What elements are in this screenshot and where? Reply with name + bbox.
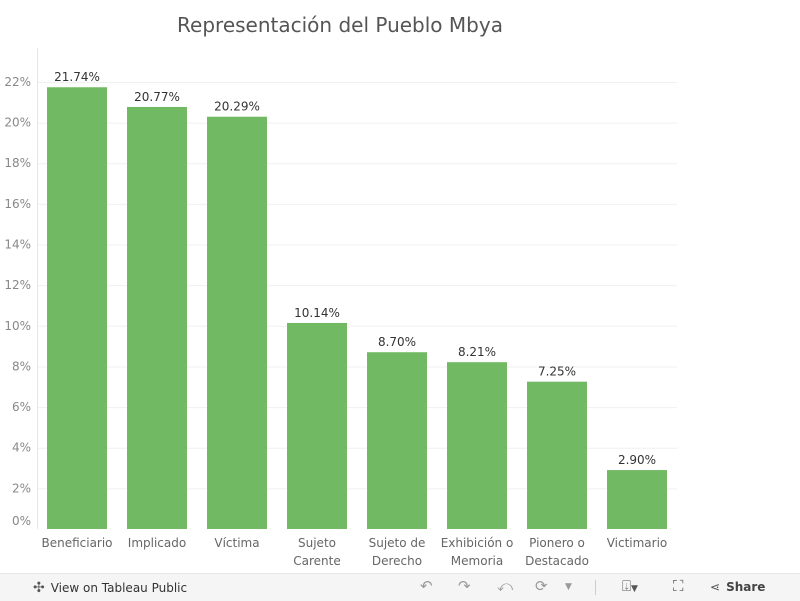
refresh-icon[interactable]: ⟳ — [535, 577, 548, 595]
y-tick-label: 14% — [4, 238, 31, 252]
x-tick-label: Beneficiario — [41, 536, 112, 550]
y-tick-label: 0% — [12, 514, 31, 528]
y-tick-label: 2% — [12, 481, 31, 495]
y-tick-label: 18% — [4, 156, 31, 170]
y-tick-label: 12% — [4, 278, 31, 292]
bar[interactable] — [367, 352, 427, 529]
download-icon[interactable]: ⍗▼ — [622, 577, 638, 595]
bar-chart: Representación del Pueblo Mbya 0% 2% 4% 6% 8… — [4, 13, 677, 568]
x-tick-label: Exhibición o — [441, 536, 514, 550]
bar[interactable] — [127, 106, 187, 529]
x-tick-label: Pionero o — [529, 536, 585, 550]
y-tick-label: 16% — [4, 197, 31, 211]
data-label: 7.25% — [538, 365, 576, 379]
chart-title: Representación del Pueblo Mbya — [177, 13, 503, 37]
undo-icon[interactable]: ↶ — [420, 577, 433, 595]
x-tick-label: Memoria — [451, 554, 503, 568]
view-on-tableau-label: View on Tableau Public — [50, 581, 188, 595]
data-label: 20.29% — [214, 100, 260, 114]
x-tick-label: Carente — [293, 554, 340, 568]
bar[interactable] — [287, 322, 347, 529]
bar[interactable] — [527, 381, 587, 529]
y-tick-label: 4% — [12, 441, 31, 455]
x-tick-label: Víctima — [214, 536, 259, 550]
y-tick-label: 8% — [12, 359, 31, 373]
y-tick-label: 20% — [4, 116, 31, 130]
x-tick-label: Sujeto — [298, 536, 336, 550]
data-label: 21.74% — [54, 70, 100, 84]
fullscreen-icon[interactable]: ⛶ — [673, 577, 684, 595]
bar[interactable] — [447, 362, 507, 529]
data-label: 8.70% — [378, 335, 416, 349]
x-tick-label: Destacado — [525, 554, 589, 568]
y-tick-label: 10% — [4, 319, 31, 333]
share-label: Share — [726, 580, 766, 594]
data-label: 20.77% — [134, 90, 180, 104]
tableau-logo-icon: ✣ — [33, 580, 45, 596]
share-button[interactable]: ⋖ Share — [710, 580, 765, 594]
share-icon: ⋖ — [710, 580, 721, 594]
data-label: 2.90% — [618, 453, 656, 467]
x-tick-label: Derecho — [372, 554, 422, 568]
bar[interactable] — [47, 87, 107, 530]
bar[interactable] — [607, 470, 667, 529]
refresh-dropdown-icon[interactable]: ▼ — [565, 582, 572, 592]
bar[interactable] — [207, 116, 267, 529]
revert-icon[interactable]: ⤺ — [497, 577, 514, 595]
toolbar-divider — [595, 580, 596, 595]
redo-icon[interactable]: ↷ — [458, 577, 471, 595]
x-tick-label: Victimario — [607, 536, 668, 550]
view-on-tableau-link[interactable]: ✣ View on Tableau Public — [33, 580, 187, 596]
x-tick-label: Implicado — [128, 536, 186, 550]
toolbar: ✣ View on Tableau Public ↶ ↷ ⤺ ⟳ ▼ ⍗▼ ⛶ … — [0, 573, 800, 601]
data-label: 8.21% — [458, 345, 496, 359]
x-tick-label: Sujeto de — [369, 536, 426, 550]
data-label: 10.14% — [294, 306, 340, 320]
y-tick-label: 22% — [4, 75, 31, 89]
y-tick-label: 6% — [12, 400, 31, 414]
